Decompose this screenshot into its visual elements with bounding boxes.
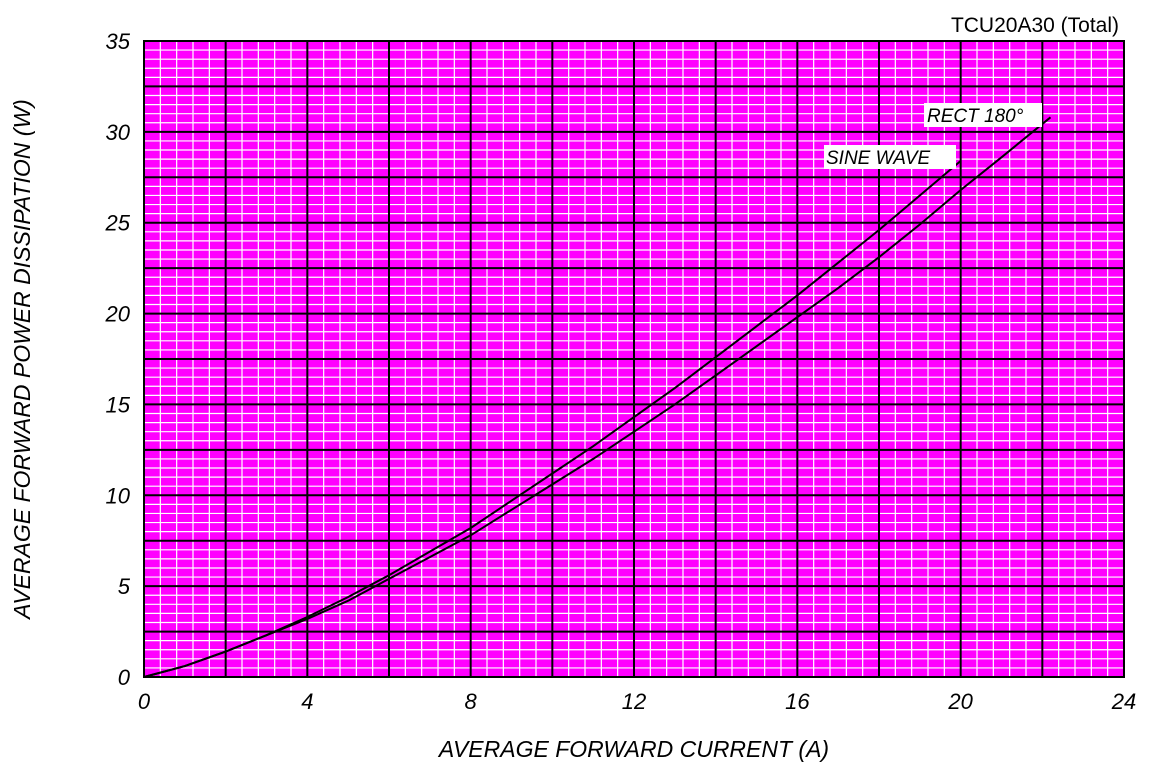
x-tick-labels: 0 4 8 12 16 20 24	[138, 689, 1136, 714]
x-tick-label: 16	[785, 689, 810, 714]
series-lines	[143, 116, 1052, 678]
x-tick-label: 24	[1111, 689, 1136, 714]
x-tick-label: 20	[947, 689, 973, 714]
y-axis-title: AVERAGE FORWARD POWER DISSIPATION (W)	[9, 99, 35, 621]
x-tick-label: 4	[301, 689, 313, 714]
y-tick-label: 15	[106, 392, 131, 417]
y-tick-label: 5	[118, 574, 131, 599]
x-tick-label: 0	[138, 689, 151, 714]
series-label-sine-wave: SINE WAVE	[826, 148, 931, 169]
x-tick-label: 12	[622, 689, 646, 714]
y-tick-labels: 0 5 10 15 20 25 30 35	[105, 29, 131, 690]
y-tick-label: 25	[105, 211, 131, 236]
y-tick-label: 30	[106, 120, 131, 145]
sine-wave-label-box	[824, 145, 956, 169]
plot-border	[143, 40, 1125, 678]
x-tick-label: 8	[465, 689, 478, 714]
y-tick-label: 35	[106, 29, 131, 54]
x-axis-title: AVERAGE FORWARD CURRENT (A)	[437, 736, 829, 762]
y-tick-label: 20	[105, 302, 131, 327]
rect-180-label-box	[924, 103, 1042, 127]
y-tick-label: 0	[118, 665, 131, 690]
y-tick-label: 10	[106, 483, 131, 508]
series-line-1	[143, 116, 1052, 678]
chart-title: TCU20A30 (Total)	[951, 14, 1119, 37]
series-label-rect-180: RECT 180°	[927, 106, 1024, 127]
